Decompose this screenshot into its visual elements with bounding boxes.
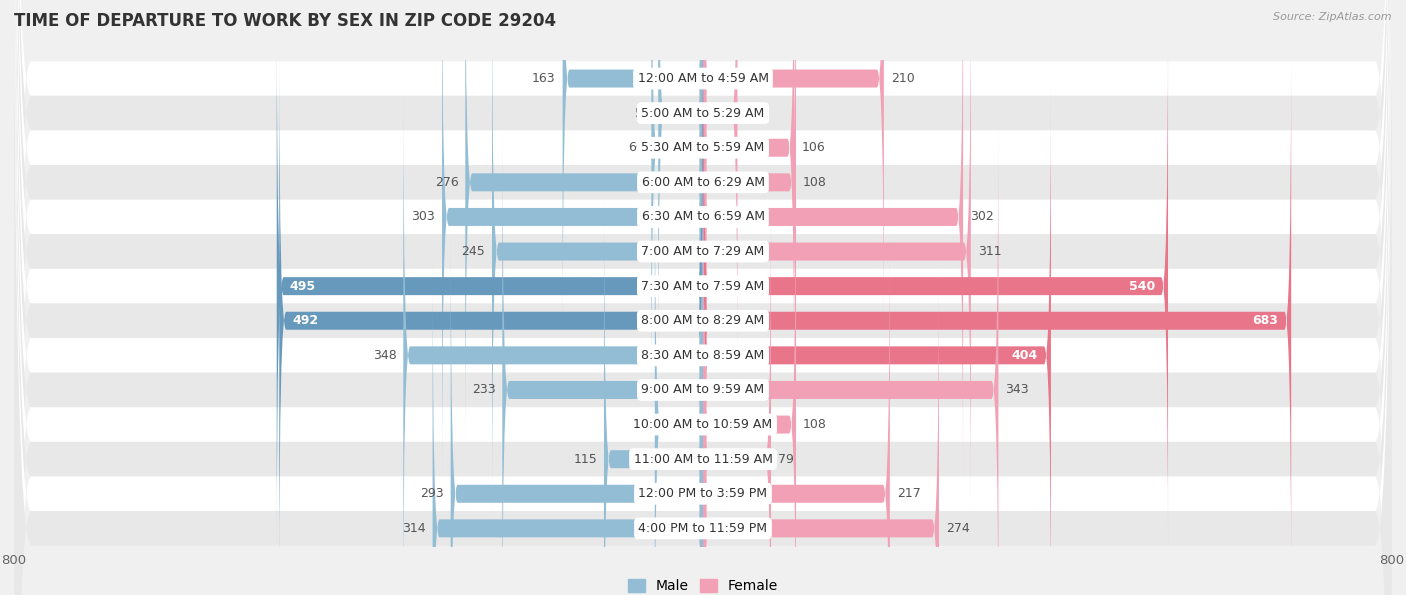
FancyBboxPatch shape <box>14 0 1392 595</box>
Text: 217: 217 <box>897 487 921 500</box>
Text: 540: 540 <box>1129 280 1156 293</box>
Text: 108: 108 <box>803 176 827 189</box>
Text: 163: 163 <box>531 72 555 85</box>
Text: Source: ZipAtlas.com: Source: ZipAtlas.com <box>1274 12 1392 22</box>
FancyBboxPatch shape <box>651 0 703 415</box>
FancyBboxPatch shape <box>14 0 1392 595</box>
Text: 56: 56 <box>633 418 648 431</box>
Text: 52: 52 <box>636 107 651 120</box>
FancyBboxPatch shape <box>703 226 890 595</box>
FancyBboxPatch shape <box>14 0 1392 595</box>
FancyBboxPatch shape <box>441 0 703 485</box>
FancyBboxPatch shape <box>14 0 1392 595</box>
Text: 12:00 PM to 3:59 PM: 12:00 PM to 3:59 PM <box>638 487 768 500</box>
FancyBboxPatch shape <box>658 0 703 381</box>
FancyBboxPatch shape <box>277 18 703 554</box>
FancyBboxPatch shape <box>14 0 1392 595</box>
Text: 79: 79 <box>778 453 794 466</box>
Text: 293: 293 <box>420 487 444 500</box>
Text: 115: 115 <box>574 453 598 466</box>
Text: 311: 311 <box>977 245 1001 258</box>
Text: 12:00 AM to 4:59 AM: 12:00 AM to 4:59 AM <box>637 72 769 85</box>
FancyBboxPatch shape <box>14 0 1392 595</box>
Text: 60: 60 <box>628 141 644 154</box>
FancyBboxPatch shape <box>703 53 1291 588</box>
Text: 343: 343 <box>1005 383 1029 396</box>
Text: 302: 302 <box>970 211 994 224</box>
FancyBboxPatch shape <box>605 192 703 595</box>
Text: 492: 492 <box>292 314 318 327</box>
Text: 6:30 AM to 6:59 AM: 6:30 AM to 6:59 AM <box>641 211 765 224</box>
FancyBboxPatch shape <box>703 0 884 346</box>
Text: 404: 404 <box>1012 349 1038 362</box>
Text: 274: 274 <box>946 522 970 535</box>
FancyBboxPatch shape <box>703 0 738 381</box>
FancyBboxPatch shape <box>703 192 770 595</box>
FancyBboxPatch shape <box>14 0 1392 595</box>
FancyBboxPatch shape <box>433 261 703 595</box>
FancyBboxPatch shape <box>492 0 703 519</box>
Text: 11:00 AM to 11:59 AM: 11:00 AM to 11:59 AM <box>634 453 772 466</box>
Text: 7:00 AM to 7:29 AM: 7:00 AM to 7:29 AM <box>641 245 765 258</box>
FancyBboxPatch shape <box>14 0 1392 595</box>
Text: 348: 348 <box>373 349 396 362</box>
FancyBboxPatch shape <box>703 0 796 450</box>
Text: 210: 210 <box>891 72 914 85</box>
Text: 9:00 AM to 9:59 AM: 9:00 AM to 9:59 AM <box>641 383 765 396</box>
FancyBboxPatch shape <box>703 18 1168 554</box>
Text: 245: 245 <box>461 245 485 258</box>
Text: 108: 108 <box>803 418 827 431</box>
FancyBboxPatch shape <box>703 156 796 595</box>
FancyBboxPatch shape <box>703 87 1050 595</box>
Text: 276: 276 <box>434 176 458 189</box>
Text: 8:00 AM to 8:29 AM: 8:00 AM to 8:29 AM <box>641 314 765 327</box>
FancyBboxPatch shape <box>14 0 1392 595</box>
Text: 314: 314 <box>402 522 426 535</box>
Text: 10:00 AM to 10:59 AM: 10:00 AM to 10:59 AM <box>634 418 772 431</box>
FancyBboxPatch shape <box>703 261 939 595</box>
Text: 106: 106 <box>801 141 825 154</box>
FancyBboxPatch shape <box>703 122 998 595</box>
FancyBboxPatch shape <box>465 0 703 450</box>
Text: 303: 303 <box>412 211 436 224</box>
Text: 233: 233 <box>472 383 495 396</box>
Text: 7:30 AM to 7:59 AM: 7:30 AM to 7:59 AM <box>641 280 765 293</box>
FancyBboxPatch shape <box>14 0 1392 595</box>
FancyBboxPatch shape <box>655 156 703 595</box>
Text: 495: 495 <box>290 280 316 293</box>
Text: TIME OF DEPARTURE TO WORK BY SEX IN ZIP CODE 29204: TIME OF DEPARTURE TO WORK BY SEX IN ZIP … <box>14 12 557 30</box>
FancyBboxPatch shape <box>14 0 1392 595</box>
Text: 5:30 AM to 5:59 AM: 5:30 AM to 5:59 AM <box>641 141 765 154</box>
Text: 40: 40 <box>744 107 761 120</box>
FancyBboxPatch shape <box>703 0 963 485</box>
Legend: Male, Female: Male, Female <box>623 574 783 595</box>
FancyBboxPatch shape <box>280 53 703 588</box>
Text: 8:30 AM to 8:59 AM: 8:30 AM to 8:59 AM <box>641 349 765 362</box>
FancyBboxPatch shape <box>703 0 970 519</box>
FancyBboxPatch shape <box>562 0 703 346</box>
FancyBboxPatch shape <box>14 0 1392 595</box>
Text: 5:00 AM to 5:29 AM: 5:00 AM to 5:29 AM <box>641 107 765 120</box>
FancyBboxPatch shape <box>404 87 703 595</box>
FancyBboxPatch shape <box>703 0 794 415</box>
Text: 6:00 AM to 6:29 AM: 6:00 AM to 6:29 AM <box>641 176 765 189</box>
Text: 683: 683 <box>1253 314 1278 327</box>
FancyBboxPatch shape <box>502 122 703 595</box>
FancyBboxPatch shape <box>14 0 1392 595</box>
Text: 4:00 PM to 11:59 PM: 4:00 PM to 11:59 PM <box>638 522 768 535</box>
FancyBboxPatch shape <box>451 226 703 595</box>
FancyBboxPatch shape <box>14 0 1392 595</box>
